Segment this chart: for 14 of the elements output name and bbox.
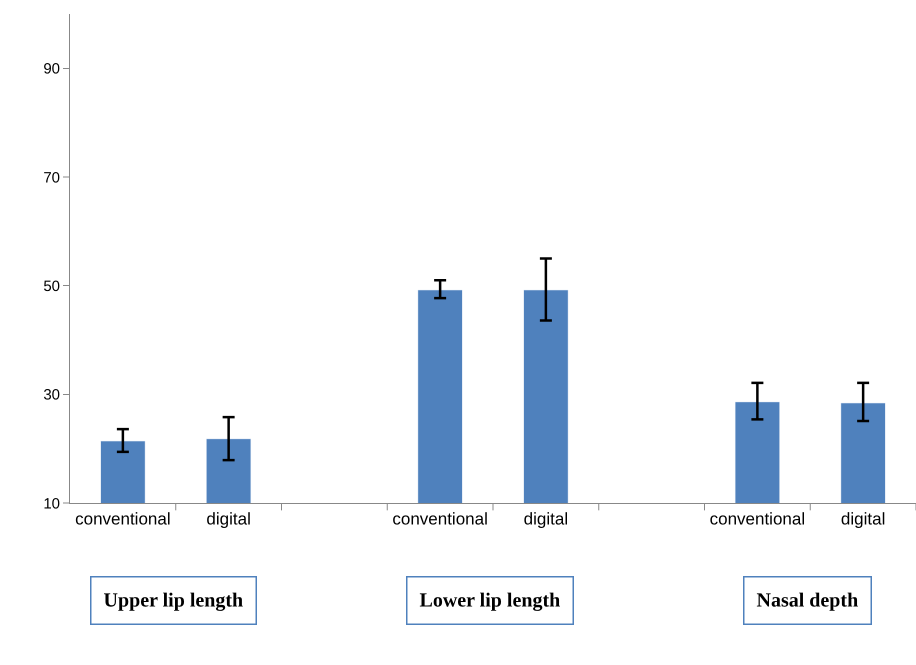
x-tick-label: conventional [392, 509, 488, 528]
x-tick-label: digital [206, 509, 251, 528]
text: Upper lip length [104, 590, 244, 612]
y-tick-label: 90 [43, 60, 60, 78]
x-tick-label: digital [524, 509, 568, 528]
y-tick-label: 10 [43, 495, 60, 512]
text: Nasal depth [756, 590, 858, 612]
y-tick-label: 70 [43, 169, 60, 186]
text: Lower lip length [420, 590, 560, 612]
x-tick-label: conventional [75, 509, 171, 528]
x-tick-label: digital [840, 509, 886, 528]
x-tick-label: conventional [710, 509, 806, 528]
y-tick-label: 30 [43, 386, 60, 404]
y-tick-label: 50 [43, 278, 60, 295]
